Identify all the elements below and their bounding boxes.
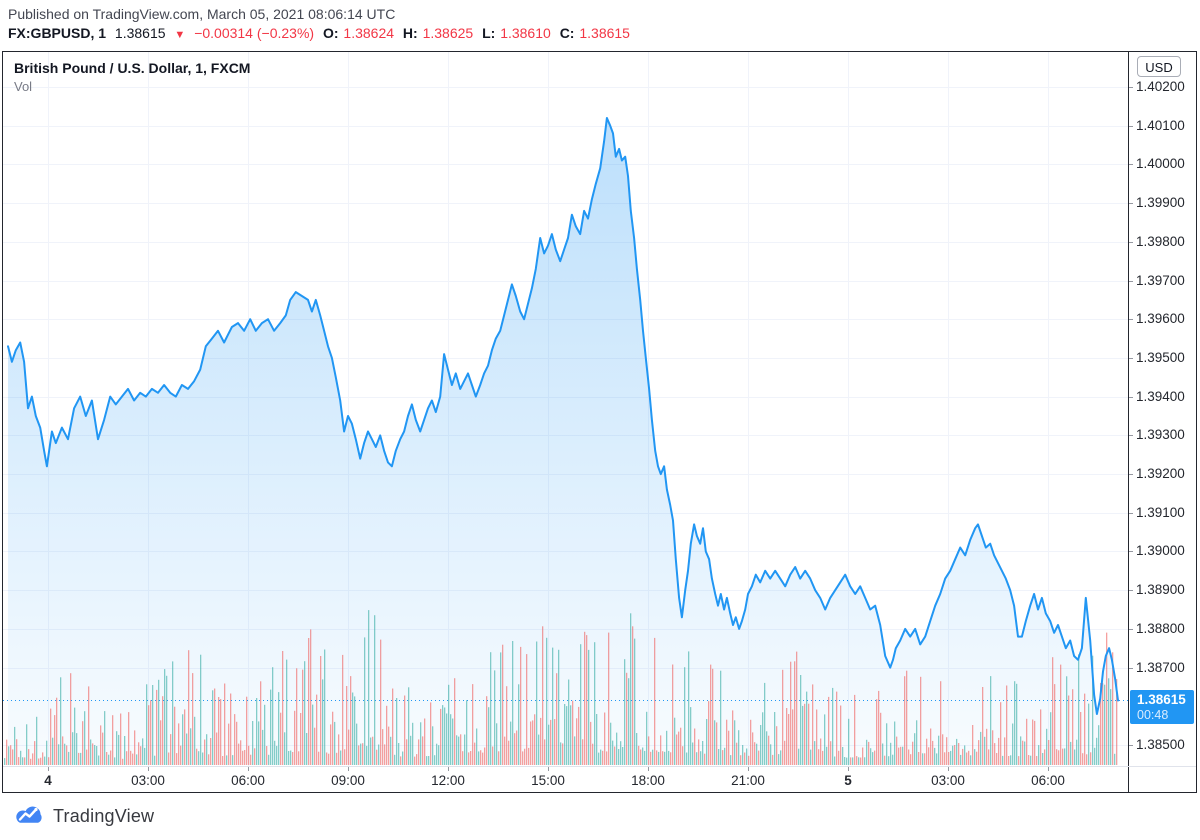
currency-toggle-button[interactable]: USD: [1137, 56, 1181, 77]
time-axis-label: 09:00: [331, 773, 365, 788]
price-axis-label: 1.39200: [1136, 466, 1185, 481]
price-axis-label: 1.39800: [1136, 234, 1185, 249]
price-axis-label: 1.40100: [1136, 118, 1185, 133]
price-axis[interactable]: 1.38615 00:48 1.40200 1.40100 1.40000 1.399…: [1129, 52, 1196, 766]
price-axis-label: 1.38700: [1136, 660, 1185, 675]
price-axis-label: 1.38500: [1136, 737, 1185, 752]
badge-price: 1.38615: [1137, 692, 1186, 707]
axis-separator: [1128, 52, 1129, 792]
time-tick: [348, 767, 349, 771]
price-tick: [1129, 358, 1133, 359]
time-tick: [648, 767, 649, 771]
tradingview-logo[interactable]: TradingView: [12, 804, 154, 828]
price-tick: [1129, 126, 1133, 127]
price-axis-label: 1.39100: [1136, 505, 1185, 520]
time-axis-label: 4: [44, 773, 52, 788]
price-tick: [1129, 281, 1133, 282]
price-line: [7, 117, 1119, 715]
price-change: −0.00314 (−0.23%): [194, 25, 315, 41]
time-tick: [1048, 767, 1049, 771]
price-tick: [1129, 435, 1133, 436]
badge-countdown: 00:48: [1137, 708, 1169, 722]
price-tick: [1129, 319, 1133, 320]
symbol-name: FX:GBPUSD, 1: [8, 25, 107, 41]
price-tick: [1129, 629, 1133, 630]
time-axis-label: 06:00: [231, 773, 265, 788]
price-axis-label: 1.38800: [1136, 621, 1185, 636]
time-axis-label: 06:00: [1031, 773, 1065, 788]
price-axis-label: 1.39600: [1136, 311, 1185, 326]
price-tick: [1129, 745, 1133, 746]
price-axis-label: 1.40000: [1136, 156, 1185, 171]
time-tick: [148, 767, 149, 771]
time-tick: [448, 767, 449, 771]
close-value: 1.38615: [579, 25, 630, 41]
volume-bars: [4, 610, 1118, 765]
time-tick: [748, 767, 749, 771]
time-axis-label: 5: [844, 773, 852, 788]
high-value: 1.38625: [422, 25, 474, 41]
open-label: O:: [322, 25, 339, 41]
symbol-ohlc-row: FX:GBPUSD, 1 1.38615 ▼ −0.00314 (−0.23%)…: [8, 24, 635, 45]
price-tick: [1129, 668, 1133, 669]
time-tick: [248, 767, 249, 771]
chart-frame: British Pound / U.S. Dollar, 1, FXCM Vol…: [2, 51, 1197, 793]
time-tick: [848, 767, 849, 771]
price-tick: [1129, 474, 1133, 475]
down-arrow-icon: ▼: [174, 29, 186, 41]
published-line: Published on TradingView.com, March 05, …: [8, 6, 396, 22]
last-price: 1.38615: [114, 25, 166, 41]
snapshot-header: Published on TradingView.com, March 05, …: [8, 5, 635, 45]
price-tick: [1129, 551, 1133, 552]
time-axis-label: 03:00: [931, 773, 965, 788]
time-axis-label: 03:00: [131, 773, 165, 788]
price-axis-label: 1.39700: [1136, 273, 1185, 288]
price-tick: [1129, 397, 1133, 398]
time-axis-label: 18:00: [631, 773, 665, 788]
price-tick: [1129, 203, 1133, 204]
price-tick: [1129, 87, 1133, 88]
low-label: L:: [482, 25, 496, 41]
tradingview-logo-text: TradingView: [53, 805, 155, 826]
price-axis-label: 1.39300: [1136, 427, 1185, 442]
price-axis-label: 1.39000: [1136, 543, 1185, 558]
price-tick: [1129, 164, 1133, 165]
price-axis-label: 1.40200: [1136, 79, 1185, 94]
price-axis-label: 1.39900: [1136, 195, 1185, 210]
time-axis-label: 15:00: [531, 773, 565, 788]
high-label: H:: [402, 25, 418, 41]
open-value: 1.38624: [343, 25, 395, 41]
price-area-fill: [8, 118, 1118, 765]
close-label: C:: [559, 25, 575, 41]
time-tick: [48, 767, 49, 771]
price-tick: [1129, 242, 1133, 243]
low-value: 1.38610: [500, 25, 551, 41]
time-axis-label: 21:00: [731, 773, 765, 788]
chart-pane[interactable]: [3, 52, 1128, 766]
price-axis-label: 1.38900: [1136, 582, 1185, 597]
price-axis-label: 1.39500: [1136, 350, 1185, 365]
time-tick: [548, 767, 549, 771]
last-price-badge: 1.38615 00:48: [1130, 690, 1194, 724]
price-tick: [1129, 590, 1133, 591]
price-tick: [1129, 513, 1133, 514]
time-axis[interactable]: 4 03:00 06:00 09:00 12:00 15:00 18:00 21:00 5 03:…: [3, 766, 1196, 792]
price-axis-label: 1.39400: [1136, 389, 1185, 404]
time-tick: [948, 767, 949, 771]
time-axis-label: 12:00: [431, 773, 465, 788]
tradingview-cloud-icon: [16, 806, 42, 823]
